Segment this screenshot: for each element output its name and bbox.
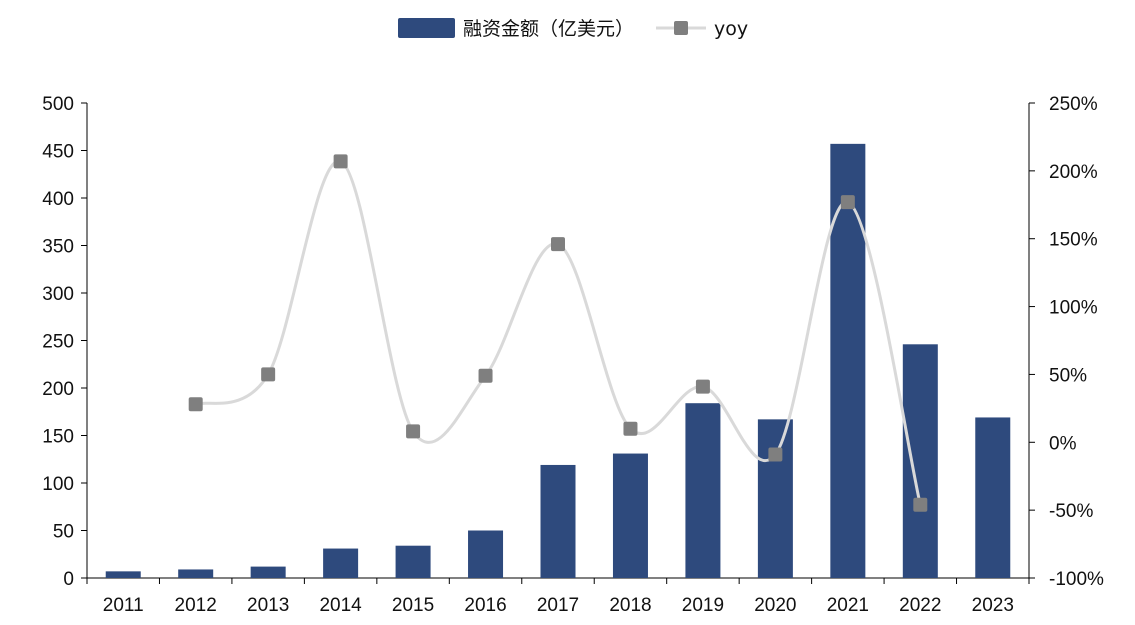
x-tick-label: 2015	[392, 595, 434, 616]
bar	[757, 419, 793, 578]
right-tick-label: 100%	[1049, 298, 1098, 319]
right-tick-label: 150%	[1049, 230, 1098, 251]
x-tick-label: 2017	[537, 595, 579, 616]
yoy-marker	[333, 154, 348, 169]
legend-line-marker	[674, 21, 688, 35]
legend-bar-label: 融资金额（亿美元）	[463, 18, 634, 40]
left-tick-label: 250	[42, 332, 74, 353]
legend: 融资金额（亿美元） yoy	[398, 18, 748, 40]
x-tick-label: 2021	[827, 595, 869, 616]
yoy-marker	[768, 447, 783, 462]
yoy-marker	[478, 368, 493, 383]
bar	[323, 548, 359, 578]
bar	[468, 530, 504, 578]
left-tick-label: 350	[42, 237, 74, 258]
yoy-marker	[261, 367, 276, 382]
bar	[178, 569, 214, 578]
bar	[685, 403, 721, 578]
yoy-marker	[840, 195, 855, 210]
yoy-marker	[913, 497, 928, 512]
bar-series	[105, 143, 1011, 578]
bar	[612, 453, 648, 578]
x-tick-label: 2012	[175, 595, 217, 616]
bar	[250, 566, 286, 578]
right-tick-label: 200%	[1049, 162, 1098, 183]
yoy-marker	[623, 421, 638, 436]
legend-line-label: yoy	[714, 18, 748, 40]
right-tick-label: 50%	[1049, 365, 1087, 386]
x-tick-label: 2018	[609, 595, 651, 616]
yoy-marker	[188, 397, 203, 412]
legend-bar-swatch	[398, 18, 455, 38]
yoy-series	[188, 154, 928, 512]
bar	[540, 464, 576, 578]
x-tick-label: 2011	[103, 595, 144, 616]
left-tick-label: 150	[42, 427, 74, 448]
x-tick-label: 2019	[682, 595, 724, 616]
x-tick-label: 2016	[464, 595, 506, 616]
bar	[395, 545, 431, 578]
bar	[975, 417, 1011, 578]
left-tick-label: 100	[42, 474, 74, 495]
bar	[902, 344, 938, 578]
left-tick-label: 400	[42, 189, 74, 210]
right-tick-label: 250%	[1049, 94, 1098, 115]
left-tick-label: 50	[53, 522, 74, 543]
left-tick-label: 200	[42, 379, 74, 400]
x-tick-label: 2014	[319, 595, 362, 616]
x-tick-label: 2013	[247, 595, 289, 616]
left-tick-label: 500	[42, 94, 74, 115]
x-tick-label: 2023	[972, 595, 1014, 616]
axes: 0 50 100 150 200 250 300 350 400 450 500 -100% -50% 0…	[42, 94, 1104, 616]
x-tick-label: 2020	[754, 595, 796, 616]
yoy-marker	[406, 424, 421, 439]
left-tick-label: 300	[42, 284, 74, 305]
left-tick-label: 0	[63, 569, 74, 590]
right-tick-label: -100%	[1049, 569, 1104, 590]
yoy-marker	[551, 237, 565, 252]
bar	[105, 571, 141, 578]
yoy-line	[195, 159, 922, 506]
x-tick-label: 2022	[899, 595, 941, 616]
yoy-marker	[695, 379, 710, 394]
right-tick-label: 0%	[1049, 433, 1077, 454]
right-tick-label: -50%	[1049, 501, 1093, 522]
left-tick-label: 450	[42, 142, 74, 163]
